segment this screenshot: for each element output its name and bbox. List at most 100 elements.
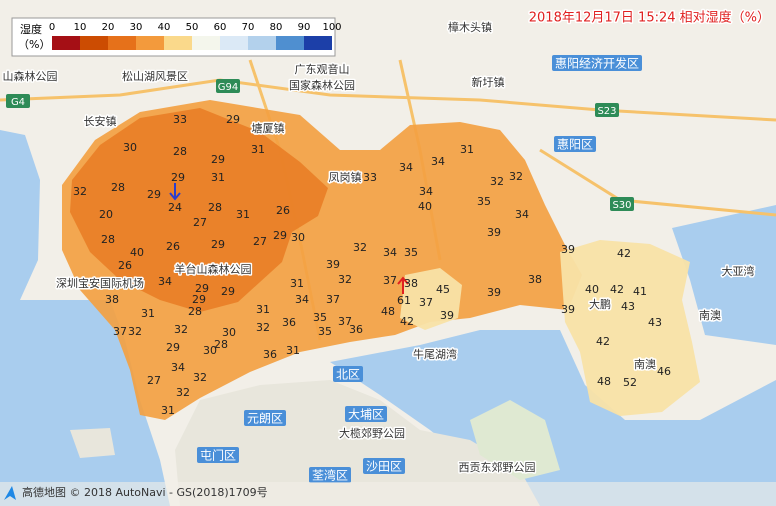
station-value: 31 bbox=[141, 307, 155, 320]
legend-swatch bbox=[136, 36, 164, 50]
station-value: 34 bbox=[383, 246, 397, 259]
station-value: 34 bbox=[399, 161, 413, 174]
district-label: 元朗区 bbox=[247, 412, 283, 426]
legend-unit: （%） bbox=[18, 38, 50, 51]
station-value: 33 bbox=[173, 113, 187, 126]
station-value: 36 bbox=[282, 316, 296, 329]
station-value: 31 bbox=[161, 404, 175, 417]
station-value: 31 bbox=[290, 277, 304, 290]
station-value: 29 bbox=[171, 171, 185, 184]
station-value: 28 bbox=[208, 201, 222, 214]
place-label: 西贡东郊野公园 bbox=[459, 461, 536, 474]
station-value: 20 bbox=[99, 208, 113, 221]
station-value: 40 bbox=[418, 200, 432, 213]
station-value: 42 bbox=[617, 247, 631, 260]
road-label: G94 bbox=[218, 82, 238, 93]
road-shield bbox=[610, 197, 634, 211]
place-label: 大榄郊野公园 bbox=[339, 426, 405, 440]
station-value: 31 bbox=[211, 171, 225, 184]
road-label: G4 bbox=[11, 97, 25, 108]
station-value: 39 bbox=[440, 309, 454, 322]
district-box bbox=[244, 410, 286, 426]
legend-swatch bbox=[220, 36, 248, 50]
station-value: 32 bbox=[176, 386, 190, 399]
station-value: 34 bbox=[158, 275, 172, 288]
station-value: 40 bbox=[585, 283, 599, 296]
station-value: 30 bbox=[123, 141, 137, 154]
station-value: 35 bbox=[318, 325, 332, 338]
place-label: 长安镇 bbox=[84, 114, 117, 128]
place-label: 深圳宝安国际机场 bbox=[56, 276, 144, 290]
station-value: 29 bbox=[211, 238, 225, 251]
road-label: S23 bbox=[597, 106, 616, 117]
station-value: 42 bbox=[400, 315, 414, 328]
station-value: 28 bbox=[111, 181, 125, 194]
station-value: 42 bbox=[596, 335, 610, 348]
station-value: 32 bbox=[193, 371, 207, 384]
place-label: 南澳 bbox=[634, 358, 656, 371]
road-label: S30 bbox=[612, 200, 631, 211]
station-value: 29 bbox=[221, 285, 235, 298]
park bbox=[470, 400, 560, 480]
humidity-40-50 bbox=[400, 268, 462, 330]
station-value: 39 bbox=[326, 258, 340, 271]
legend-tick: 60 bbox=[214, 22, 227, 33]
station-value: 37 bbox=[326, 293, 340, 306]
legend: 湿度 （%） 0 10 20 30 40 50 60 70 80 90 100 bbox=[11, 17, 342, 57]
district-box bbox=[309, 467, 351, 483]
district-box bbox=[345, 406, 387, 422]
sea bbox=[330, 330, 776, 506]
station-value: 35 bbox=[404, 246, 418, 259]
place-label: 凤岗镇 bbox=[329, 170, 362, 184]
station-value: 30 bbox=[222, 326, 236, 339]
station-value: 38 bbox=[105, 293, 119, 306]
station-value: 39 bbox=[487, 226, 501, 239]
station-value: 48 bbox=[597, 375, 611, 388]
legend-swatch bbox=[192, 36, 220, 50]
station-value: 34 bbox=[431, 155, 445, 168]
station-value: 40 bbox=[130, 246, 144, 259]
wind-arrow bbox=[397, 276, 409, 294]
station-value: 42 bbox=[610, 283, 624, 296]
station-value: 39 bbox=[561, 303, 575, 316]
station-value: 31 bbox=[286, 344, 300, 357]
district-box bbox=[552, 55, 642, 71]
island bbox=[70, 428, 115, 458]
station-value: 39 bbox=[561, 243, 575, 256]
legend-swatch bbox=[108, 36, 136, 50]
station-value: 28 bbox=[101, 233, 115, 246]
station-value: 31 bbox=[460, 143, 474, 156]
legend-tick: 0 bbox=[49, 22, 55, 33]
legend-swatch bbox=[164, 36, 192, 50]
road-shield bbox=[216, 79, 240, 93]
station-value: 34 bbox=[171, 361, 185, 374]
station-value: 37 bbox=[383, 274, 397, 287]
station-value: 39 bbox=[487, 286, 501, 299]
station-value: 37 bbox=[338, 315, 352, 328]
wind-arrow bbox=[169, 183, 181, 201]
district-label: 沙田区 bbox=[366, 460, 402, 474]
station-value: 48 bbox=[381, 305, 395, 318]
district-label: 惠阳区 bbox=[557, 138, 593, 152]
logo bbox=[4, 486, 16, 500]
station-value: 37 bbox=[419, 296, 433, 309]
station-value: 52 bbox=[623, 376, 637, 389]
station-value: 32 bbox=[174, 323, 188, 336]
station-value: 26 bbox=[166, 240, 180, 253]
station-value: 31 bbox=[236, 208, 250, 221]
place-label: 新圩镇 bbox=[472, 75, 505, 89]
station-value: 61 bbox=[397, 294, 411, 307]
station-value: 29 bbox=[211, 153, 225, 166]
legend-tick: 30 bbox=[130, 22, 143, 33]
station-value: 38 bbox=[528, 273, 542, 286]
district-label: 荃湾区 bbox=[312, 468, 348, 483]
station-value: 24 bbox=[168, 201, 182, 214]
station-value: 26 bbox=[118, 259, 132, 272]
district-label: 大埔区 bbox=[348, 408, 384, 422]
station-value: 38 bbox=[404, 277, 418, 290]
station-value: 45 bbox=[436, 283, 450, 296]
humidity-20-30 bbox=[70, 108, 328, 312]
legend-tick: 80 bbox=[270, 22, 283, 33]
district-label: 惠阳经济开发区 bbox=[555, 56, 639, 71]
